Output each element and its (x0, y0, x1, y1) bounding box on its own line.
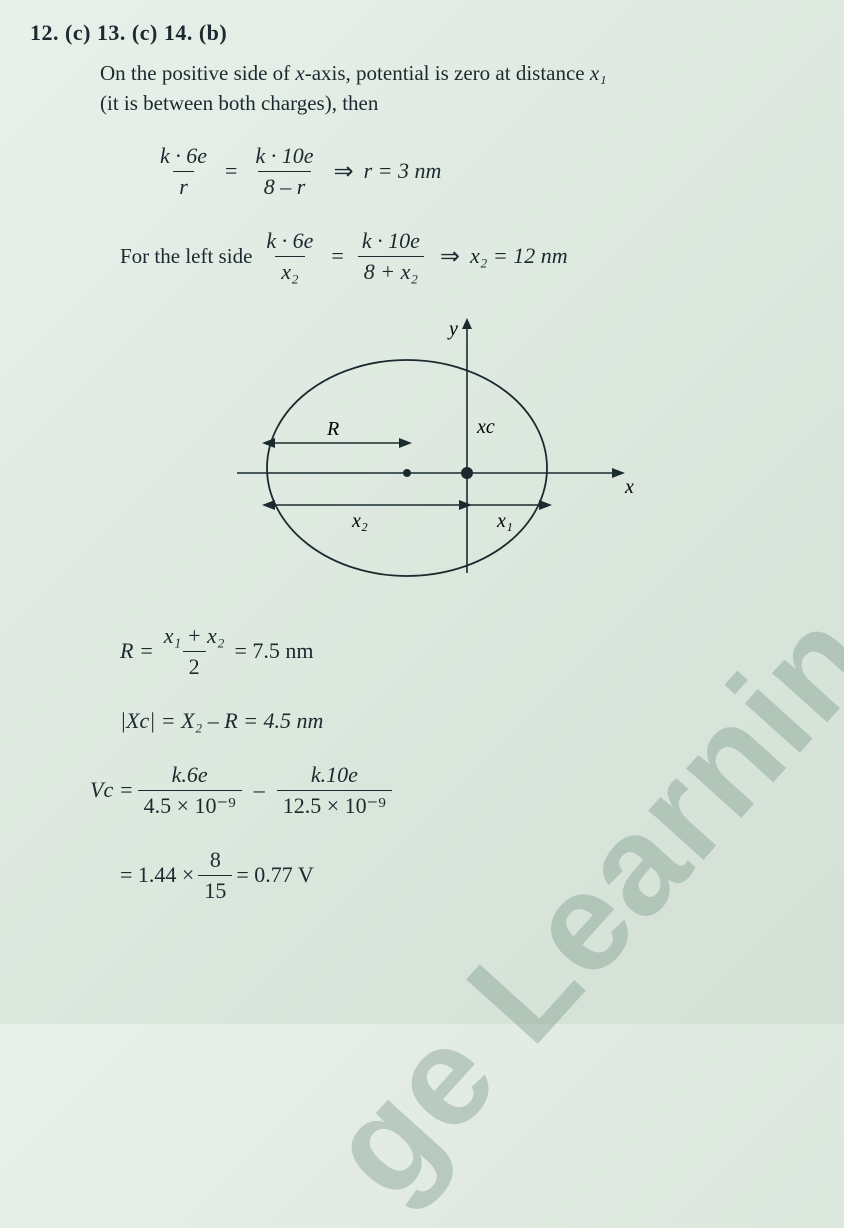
eq1-result: r = 3 nm (364, 158, 442, 184)
intro-x1: x₁ (590, 61, 607, 85)
eq5-lhs-text: Vc = (90, 777, 134, 802)
eq6-den: 15 (204, 878, 226, 903)
implies-arrow: ⇒ (440, 242, 460, 271)
eq5-num2: k.10e (311, 762, 358, 787)
eq6-num: 8 (210, 847, 221, 872)
y-axis-label: y (447, 318, 458, 340)
eq3-lhs: R = (120, 638, 154, 664)
minus-sign: – (254, 777, 265, 803)
eq3-rhs: = 7.5 nm (234, 638, 313, 664)
eq5-lhs: Vc = (90, 777, 134, 803)
equation-4: |Xc| = X₂ – R = 4.5 nm (120, 708, 814, 734)
eq2-den1: x₂ (281, 259, 298, 284)
eq2-num1: k · 6e (266, 228, 313, 253)
equation-5: Vc = k.6e 4.5 × 10⁻⁹ – k.10e 12.5 × 10⁻⁹ (90, 762, 814, 819)
eq1-frac1: k · 6e r (154, 143, 213, 200)
origin-point (461, 467, 473, 479)
equation-3: R = x₁ + x₂ 2 = 7.5 nm (120, 623, 814, 680)
equation-1: k · 6e r = k · 10e 8 – r ⇒ r = 3 nm (150, 143, 814, 200)
eq5-frac1: k.6e 4.5 × 10⁻⁹ (138, 762, 242, 819)
x1-label: x₁ (496, 510, 513, 532)
xc-label: xc (476, 416, 495, 438)
eq1-den1: r (179, 174, 188, 199)
eq1-result-text: r = 3 nm (364, 158, 442, 183)
x2-arrow-left (262, 500, 275, 510)
diagram-container: y x R xc x₂ x₁ (30, 313, 814, 593)
eq3-num: x₁ + x₂ (164, 623, 225, 648)
equals-sign: = (225, 158, 237, 184)
x-axis-arrow (612, 468, 625, 478)
eq2-num2: k · 10e (362, 228, 420, 253)
x2-label: x₂ (351, 510, 368, 532)
eq4-text-inner: |Xc| = X₂ – R = 4.5 nm (120, 708, 323, 733)
equation-2: For the left side k · 6e x₂ = k · 10e 8 … (120, 228, 814, 285)
eq3-frac: x₁ + x₂ 2 (158, 623, 231, 680)
eq1-frac2: k · 10e 8 – r (249, 143, 319, 200)
x1-arrow-right (539, 500, 552, 510)
eq1-num1: k · 6e (160, 143, 207, 168)
implies-arrow: ⇒ (333, 157, 353, 186)
eq5-num1: k.6e (172, 762, 208, 787)
y-axis-arrow (462, 318, 472, 329)
circle-diagram: y x R xc x₂ x₁ (207, 313, 637, 593)
intro-part1: On the positive side of (100, 61, 295, 85)
answer-key-heading: 12. (c) 13. (c) 14. (b) (30, 20, 814, 46)
eq5-frac2: k.10e 12.5 × 10⁻⁹ (277, 762, 392, 819)
eq4-text: |Xc| = X₂ – R = 4.5 nm (120, 708, 323, 734)
intro-xvar: x (295, 61, 304, 85)
eq3-lhs-text: R = (120, 638, 154, 663)
eq2-result-text: x₂ = 12 nm (470, 243, 568, 268)
intro-part2: -axis, potential is zero at distance (305, 61, 590, 85)
eq2-result: x₂ = 12 nm (470, 243, 568, 269)
eq6-lead: = 1.44 × (120, 862, 194, 888)
radius-label: R (326, 418, 339, 440)
eq2-frac1: k · 6e x₂ (260, 228, 319, 285)
equals-sign: = (331, 243, 343, 269)
circle-center-point (403, 469, 411, 477)
equipotential-circle (267, 360, 547, 576)
equation-6: = 1.44 × 8 15 = 0.77 V (120, 847, 814, 904)
eq2-lead: For the left side (120, 244, 252, 269)
intro-line2: (it is between both charges), then (100, 91, 378, 115)
radius-arrow-right (399, 438, 412, 448)
x-axis-label: x (624, 476, 634, 498)
eq3-den: 2 (189, 654, 200, 679)
eq1-den2: 8 – r (264, 174, 306, 199)
eq1-num2: k · 10e (255, 143, 313, 168)
eq5-den2: 12.5 × 10⁻⁹ (283, 793, 386, 818)
eq2-den2: 8 + x₂ (364, 259, 418, 284)
page-content: 12. (c) 13. (c) 14. (b) On the positive … (30, 20, 814, 904)
eq5-den1: 4.5 × 10⁻⁹ (144, 793, 236, 818)
intro-paragraph: On the positive side of x-axis, potentia… (100, 58, 814, 119)
eq6-frac: 8 15 (198, 847, 232, 904)
radius-arrow-left (262, 438, 275, 448)
eq2-frac2: k · 10e 8 + x₂ (356, 228, 426, 285)
eq6-rhs: = 0.77 V (236, 862, 313, 888)
